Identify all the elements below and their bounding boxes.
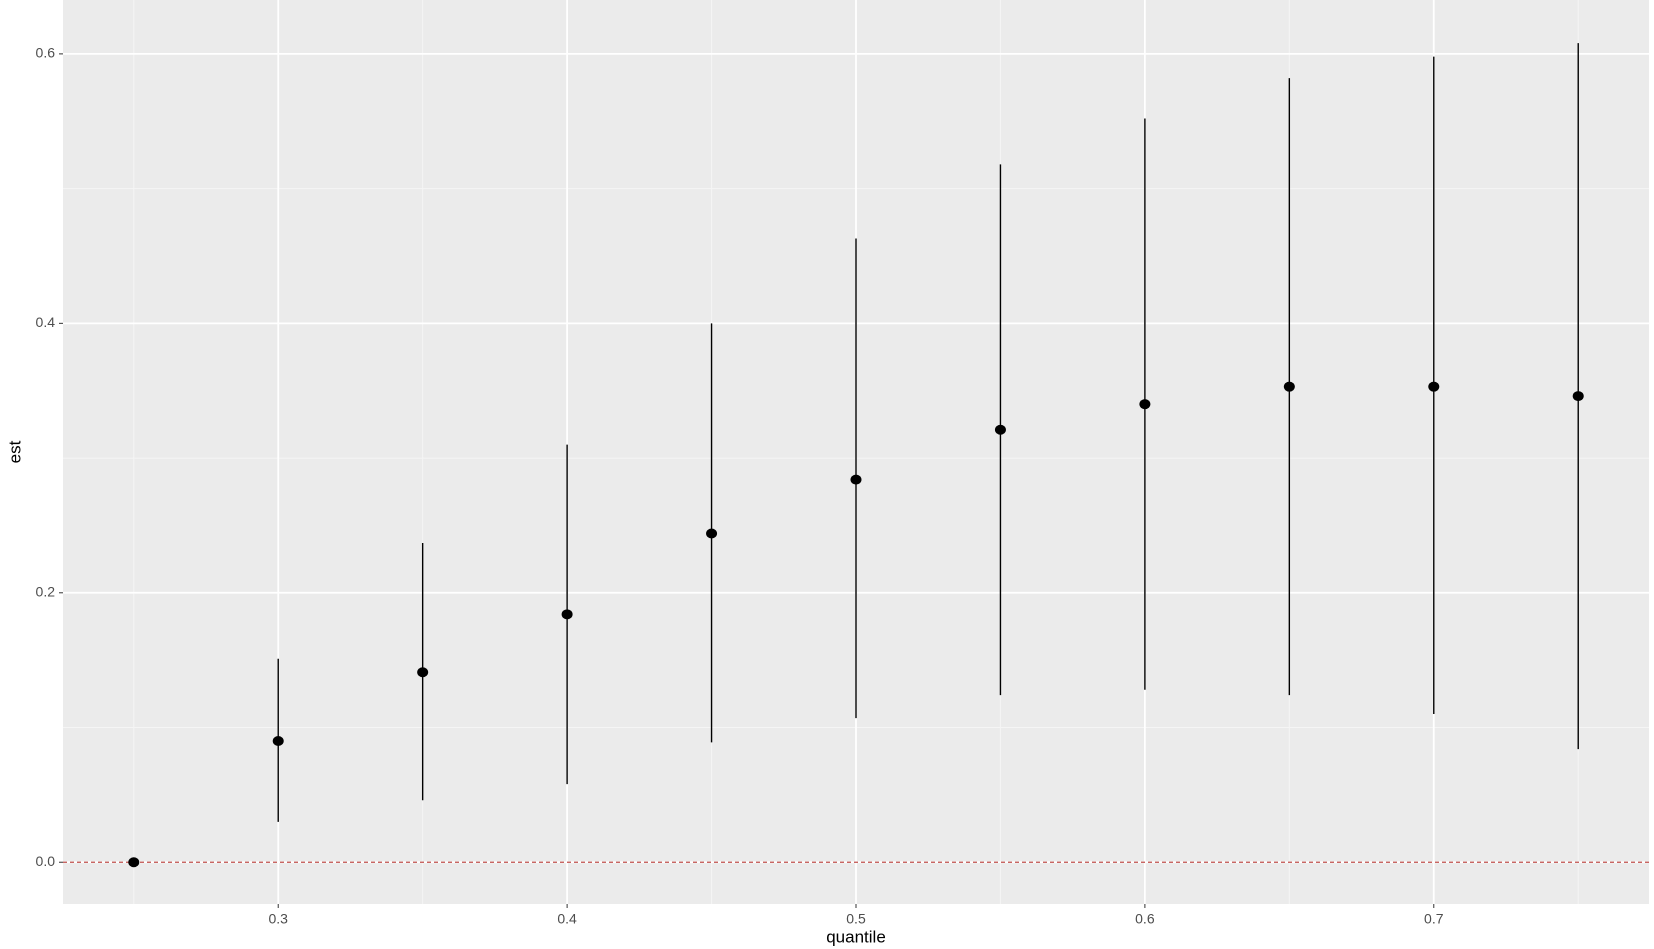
- y-tick-label: 0.6: [36, 45, 56, 61]
- point: [1572, 391, 1584, 402]
- point: [1428, 381, 1440, 392]
- x-tick-label: 0.5: [846, 911, 866, 927]
- point: [1283, 381, 1295, 392]
- point: [561, 609, 573, 620]
- point: [128, 857, 140, 868]
- point: [272, 735, 284, 746]
- y-axis-title: est: [5, 440, 24, 463]
- x-axis-title: quantile: [826, 927, 886, 946]
- point: [850, 474, 862, 485]
- y-tick-label: 0.2: [36, 583, 56, 599]
- x-tick-label: 0.7: [1424, 911, 1444, 927]
- point: [706, 528, 718, 539]
- point: [417, 667, 429, 678]
- y-tick-label: 0.0: [36, 853, 56, 869]
- point: [994, 424, 1006, 435]
- x-tick-label: 0.4: [557, 911, 577, 927]
- y-tick-label: 0.4: [36, 314, 56, 330]
- x-tick-label: 0.3: [268, 911, 288, 927]
- point: [1139, 399, 1151, 410]
- x-tick-label: 0.6: [1135, 911, 1155, 927]
